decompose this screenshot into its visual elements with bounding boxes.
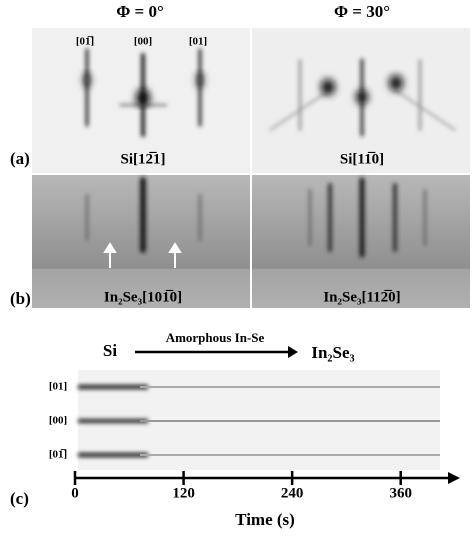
phi-label: Φ = 30° xyxy=(334,2,390,21)
row-label: [01] xyxy=(49,381,67,393)
time-image xyxy=(78,370,440,470)
caption: Si[12̅1] xyxy=(121,151,166,167)
stage-label: Amorphous In-Se xyxy=(166,330,265,345)
panel-label: (b) xyxy=(10,289,31,308)
row-label: [01̅] xyxy=(49,449,67,461)
spot-label: [00] xyxy=(134,36,152,48)
axis-title: Time (s) xyxy=(235,510,295,529)
x-tick-label: 240 xyxy=(281,485,304,501)
caption: In₂Se₃[101̅0] xyxy=(104,289,182,305)
x-tick-label: 0 xyxy=(71,485,79,501)
stage-label: Si xyxy=(103,341,117,360)
row-label: [00] xyxy=(49,415,67,427)
spot-label: [01̅] xyxy=(76,36,94,48)
caption: In₂Se₃[112̅0] xyxy=(323,289,400,305)
panel-label: (c) xyxy=(10,489,29,508)
rheed-image xyxy=(32,175,470,308)
caption: Si[11̅0] xyxy=(340,151,384,167)
panel-label: (a) xyxy=(10,149,30,168)
spot-label: [01] xyxy=(189,36,207,48)
arrow-head xyxy=(448,472,460,484)
phi-label: Φ = 0° xyxy=(116,2,164,21)
x-tick-label: 360 xyxy=(389,485,412,501)
ticks: 0 120 240 360 xyxy=(71,471,412,501)
stage-label: In₂Se₃ xyxy=(311,343,354,362)
arrow-head xyxy=(288,346,298,358)
rheed-image xyxy=(32,28,470,173)
x-tick-label: 120 xyxy=(172,485,195,501)
